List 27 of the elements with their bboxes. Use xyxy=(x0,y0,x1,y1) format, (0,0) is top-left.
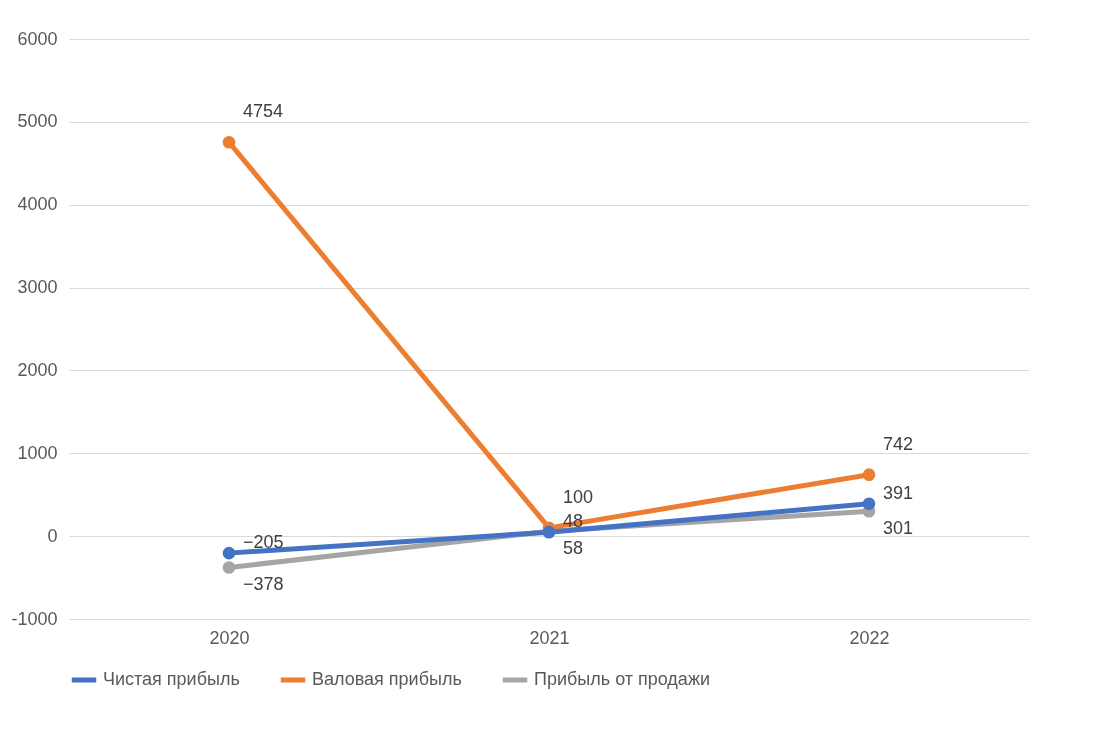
legend-label: Прибыль от продажи xyxy=(534,669,710,689)
data-label: −205 xyxy=(243,532,284,553)
point xyxy=(222,135,236,149)
legend-label: Валовая прибыль xyxy=(312,669,462,689)
x-tick-label: 2021 xyxy=(529,627,570,648)
y-tick-label: 3000 xyxy=(17,277,58,298)
y-tick-label: 0 xyxy=(47,525,58,546)
data-label: 391 xyxy=(883,482,914,503)
y-tick-label: 1000 xyxy=(17,442,58,463)
data-label: 4754 xyxy=(243,101,284,122)
y-tick-label: 4000 xyxy=(17,194,58,215)
y-tick-label: -1000 xyxy=(11,608,58,629)
data-label: −378 xyxy=(243,574,284,595)
legend-label: Чистая прибыль xyxy=(103,669,240,689)
x-tick-label: 2022 xyxy=(849,627,890,648)
data-label: 100 xyxy=(563,486,594,507)
y-tick-label: 5000 xyxy=(17,111,58,132)
data-label: 58 xyxy=(563,538,584,559)
data-label: 301 xyxy=(883,518,914,539)
point xyxy=(862,468,876,481)
y-tick-label: 2000 xyxy=(17,359,58,380)
point xyxy=(862,497,876,511)
x-tick-label: 2020 xyxy=(209,627,250,648)
point xyxy=(222,561,236,574)
y-tick-label: 6000 xyxy=(17,28,58,49)
data-label: 742 xyxy=(883,433,914,454)
point xyxy=(222,546,236,560)
